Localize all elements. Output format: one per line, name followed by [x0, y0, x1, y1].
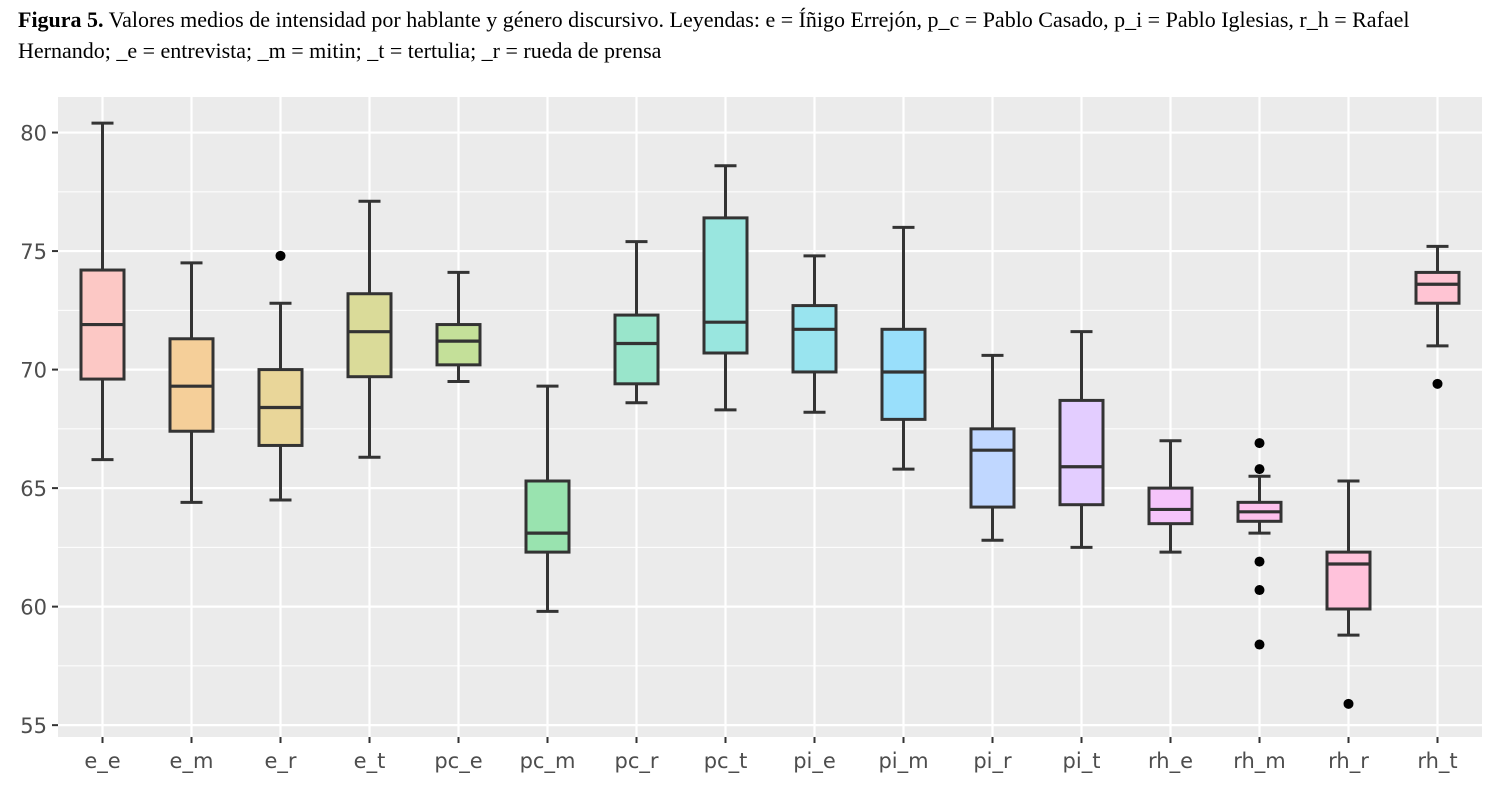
y-tick-label: 70: [20, 359, 47, 383]
box-pi_m: [880, 225, 927, 471]
box-e_r: [257, 250, 304, 502]
x-tick-label: pi_m: [878, 749, 928, 774]
y-tick-label: 75: [20, 240, 47, 264]
outlier-point: [1254, 585, 1265, 596]
box-rh_t: [1414, 244, 1461, 389]
x-tick-label: pi_t: [1063, 749, 1101, 774]
box-underlay: [615, 315, 658, 384]
box-underlay: [882, 329, 925, 420]
box-underlay: [1149, 488, 1192, 524]
x-tick-label: rh_r: [1328, 749, 1369, 774]
box-underlay: [1416, 272, 1459, 304]
y-tick-label: 80: [20, 122, 47, 146]
box-body: [346, 292, 393, 379]
box-e_m: [168, 261, 215, 504]
x-tick-label: e_r: [264, 749, 296, 774]
box-rh_e: [1147, 439, 1194, 554]
x-tick-label: pc_e: [434, 749, 482, 774]
box-underlay: [704, 217, 747, 353]
box-body: [524, 479, 571, 554]
outlier-point: [1432, 378, 1443, 389]
y-tick-label: 60: [20, 596, 47, 620]
y-tick-label: 65: [20, 477, 47, 501]
box-body: [613, 313, 660, 386]
box-body: [880, 327, 927, 421]
y-tick-label: 55: [20, 714, 47, 738]
box-body: [969, 427, 1016, 509]
x-tick-label: pc_t: [704, 749, 748, 774]
box-body: [1147, 486, 1194, 526]
box-pc_r: [613, 240, 660, 405]
x-tick-label: pi_e: [793, 749, 836, 774]
x-tick-label: e_e: [84, 749, 120, 774]
box-body: [702, 216, 749, 355]
outlier-point: [1254, 639, 1265, 650]
box-underlay: [437, 324, 480, 365]
outlier-point: [1254, 556, 1265, 567]
box-e_e: [79, 121, 126, 462]
x-tick-label: pc_r: [614, 749, 658, 774]
x-tick-label: e_t: [354, 749, 386, 774]
figure-caption: Figura 5. Valores medios de intensidad p…: [18, 4, 1488, 66]
box-body: [1325, 550, 1372, 611]
box-underlay: [1327, 552, 1370, 609]
box-pc_e: [435, 270, 482, 383]
box-body: [1414, 270, 1461, 305]
x-tick-label: rh_t: [1417, 749, 1457, 774]
box-pi_e: [791, 254, 838, 414]
x-tick-label: pi_r: [973, 749, 1012, 774]
box-underlay: [348, 293, 391, 377]
outlier-point: [275, 250, 286, 261]
box-rh_m: [1236, 438, 1283, 650]
box-body: [791, 304, 838, 374]
outlier-point: [1254, 464, 1265, 475]
x-tick-label: e_m: [170, 749, 214, 774]
figure-caption-text: Valores medios de intensidad por hablant…: [18, 7, 1410, 63]
box-body: [1058, 398, 1105, 507]
box-e_t: [346, 199, 393, 459]
box-underlay: [1060, 400, 1103, 505]
box-pc_t: [702, 164, 749, 412]
box-rh_r: [1325, 479, 1372, 709]
box-pi_t: [1058, 330, 1105, 549]
x-tick-label: rh_m: [1233, 749, 1286, 774]
figure-caption-label: Figura 5.: [18, 7, 104, 32]
box-pc_m: [524, 384, 571, 613]
box-body: [435, 323, 482, 367]
box-pi_r: [969, 353, 1016, 542]
box-underlay: [793, 305, 836, 372]
box-underlay: [971, 428, 1014, 508]
box-underlay: [526, 481, 569, 553]
x-tick-label: rh_e: [1148, 749, 1193, 774]
x-tick-label: pc_m: [520, 749, 576, 774]
outlier-point: [1254, 438, 1265, 449]
outlier-point: [1343, 698, 1354, 709]
